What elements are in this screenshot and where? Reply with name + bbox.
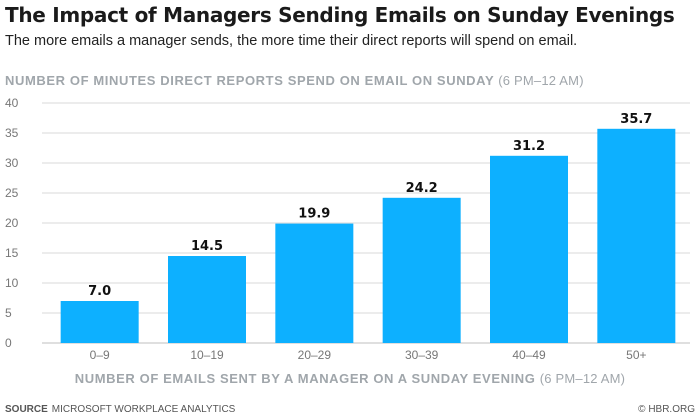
y-tick-label: 20 xyxy=(5,216,19,230)
bar-2 xyxy=(275,223,354,343)
y-tick-label: 5 xyxy=(5,306,12,320)
x-tick-label: 40–49 xyxy=(512,348,546,362)
chart-subtitle: The more emails a manager sends, the mor… xyxy=(5,33,578,49)
bar-3 xyxy=(382,197,461,343)
x-tick-labels: 0–9 10–19 20–29 30–39 40–49 50+ xyxy=(90,348,647,362)
chart-title: The Impact of Managers Sending Emails on… xyxy=(5,3,675,27)
y-tick-label: 0 xyxy=(5,336,12,350)
y-tick-labels: 0 5 10 15 20 25 30 35 40 xyxy=(5,96,19,350)
x-axis-label-note: (6 PM–12 AM) xyxy=(539,371,626,386)
y-axis-label-note: (6 PM–12 AM) xyxy=(498,73,584,88)
bars xyxy=(60,128,676,343)
y-tick-label: 25 xyxy=(5,186,19,200)
value-label: 7.0 xyxy=(88,284,111,299)
x-tick-label: 20–29 xyxy=(298,348,332,362)
source-text: MICROSOFT WORKPLACE ANALYTICS xyxy=(51,404,236,415)
x-tick-label: 50+ xyxy=(626,348,646,362)
bar-1 xyxy=(168,256,246,343)
y-axis-label: NUMBER OF MINUTES DIRECT REPORTS SPEND O… xyxy=(5,73,584,88)
x-axis-label: NUMBER OF EMAILS SENT BY A MANAGER ON A … xyxy=(0,371,700,386)
bar-0 xyxy=(60,301,139,343)
y-axis-label-main: NUMBER OF MINUTES DIRECT REPORTS SPEND O… xyxy=(5,73,495,88)
value-label: 14.5 xyxy=(191,239,223,254)
y-tick-label: 40 xyxy=(5,96,19,110)
gridlines xyxy=(42,102,690,344)
y-tick-label: 35 xyxy=(5,126,19,140)
y-tick-label: 10 xyxy=(5,276,19,290)
x-tick-label: 0–9 xyxy=(90,348,110,362)
x-tick-label: 30–39 xyxy=(405,348,439,362)
bar-5 xyxy=(597,128,676,343)
x-tick-label: 10–19 xyxy=(190,348,224,362)
x-axis-label-main: NUMBER OF EMAILS SENT BY A MANAGER ON A … xyxy=(74,371,536,386)
source-note: SOURCE MICROSOFT WORKPLACE ANALYTICS xyxy=(5,404,235,415)
source-label: SOURCE xyxy=(5,404,48,415)
y-tick-label: 15 xyxy=(5,246,19,260)
bar-4 xyxy=(490,155,568,343)
value-labels: 7.0 14.5 19.9 24.2 31.2 35.7 xyxy=(88,112,652,299)
credit-note: © HBR.ORG xyxy=(638,404,695,415)
value-label: 19.9 xyxy=(298,207,330,222)
value-label: 31.2 xyxy=(513,139,545,154)
value-label: 24.2 xyxy=(406,181,438,196)
value-label: 35.7 xyxy=(620,112,652,127)
y-tick-label: 30 xyxy=(5,156,19,170)
